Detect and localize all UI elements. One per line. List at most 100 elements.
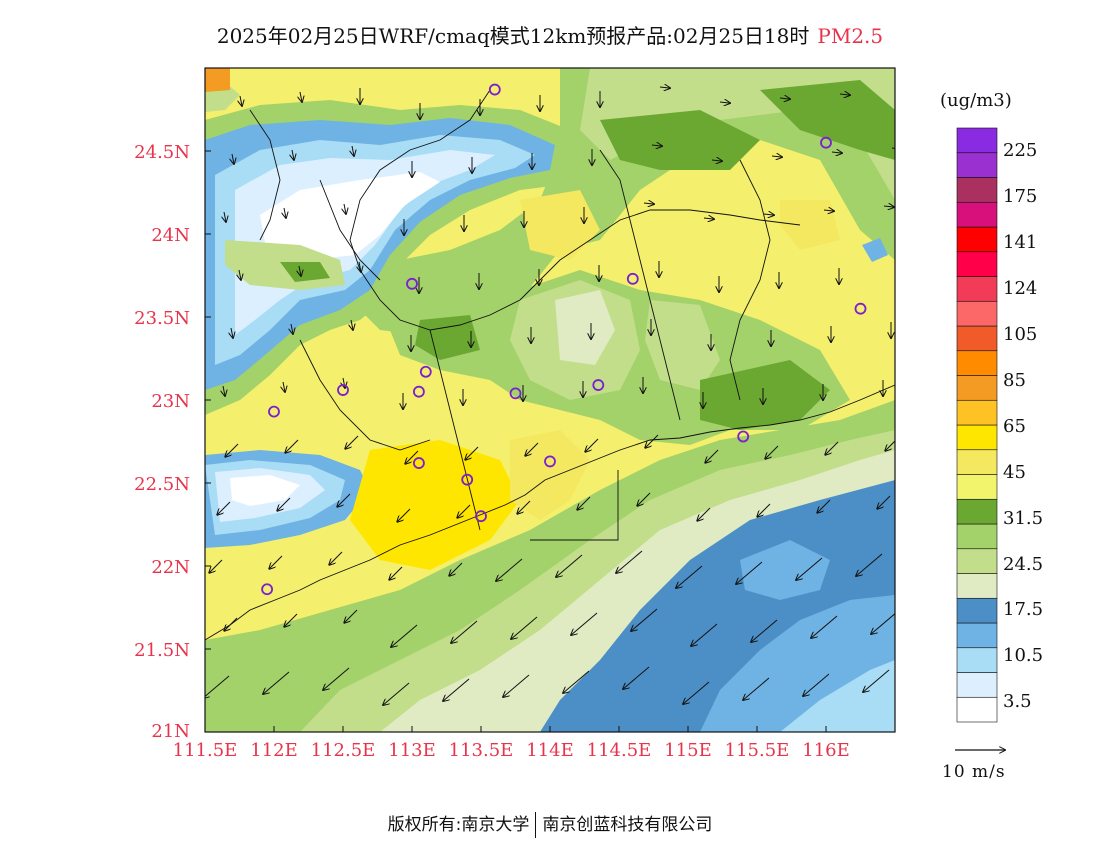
wind-arrow [465,446,479,460]
wind-arrow [743,677,770,700]
wind-arrow [683,681,710,704]
wind-arrow [803,673,830,696]
station-marker [412,385,425,398]
colorbar-swatch [956,498,998,525]
station-marker [737,430,750,443]
wind-arrow [205,675,230,698]
wind-arrow [383,682,410,705]
colorbar-swatch [956,177,998,203]
wind-arrow [292,149,294,160]
station-marker [461,473,474,486]
colorbar-swatch [956,375,998,401]
wind-arrow [771,156,782,157]
station-marker [337,384,349,396]
lat-label-21-5: 21.5N [134,640,190,661]
wind-arrow [231,327,233,338]
colorbar-swatch [956,672,998,698]
colorbar-unit: (ug/m3) [940,90,1012,111]
colorbar-label: 175 [1003,186,1038,207]
wind-arrow [397,508,411,522]
station-marker [406,277,418,290]
chart-title: 2025年02月25日WRF/cmaq模式12km预报产品:02月25日18时 P… [0,20,1100,49]
wind-arrow [284,613,298,627]
colorbar-swatch [956,276,998,302]
wind-arrow [209,559,223,573]
colorbar-label: 124 [1003,278,1038,299]
wind-arrow [224,211,226,222]
lat-label-22: 22N [151,557,190,578]
wind-arrow [323,667,350,690]
copyright-footer: 版权所有:南京大学 南京创蓝科技有限公司 [0,810,1100,838]
lat-label-24-5: 24.5N [134,142,190,163]
colorbar [956,127,998,723]
colorbar-swatch [956,127,998,154]
copyright-left: 版权所有:南京大学 [387,815,530,835]
lon-label-112: 112E [250,740,298,761]
wind-arrow [900,90,910,91]
lon-label-112-5: 112.5E [310,740,376,761]
colorbar-swatch [956,449,998,475]
colorbar-swatch [956,325,998,352]
lon-label-114-5: 114.5E [586,740,652,761]
station-marker [488,83,501,96]
station-marker [412,457,425,469]
wind-arrow [817,499,831,513]
wind-arrow [391,624,418,647]
wind-arrow [863,669,890,692]
wind-vectors [205,87,910,705]
wind-arrow [623,666,650,689]
wind-arrow [525,442,539,456]
station-marker [544,455,556,468]
wind-arrow [577,496,591,510]
wind-arrow [449,562,463,576]
lat-label-22-5: 22.5N [134,474,190,495]
wind-arrow [697,507,711,521]
station-marker [268,405,280,418]
wind-arrow [651,145,662,146]
colorbar-swatch [956,399,998,426]
wind-arrow [337,493,351,507]
colorbar-swatch [956,226,998,253]
wind-arrow [563,670,590,693]
wind-arrow [503,674,530,697]
wind-arrow [616,550,643,573]
wind-arrow [751,619,778,642]
copyright-right: 南京创蓝科技有限公司 [542,815,713,835]
colorbar-swatch [956,474,998,500]
wind-arrow [496,558,523,581]
wind-arrow [343,377,345,388]
wind-arrow [885,440,895,451]
pm25-concentration-field [205,68,895,732]
wind-arrow [299,265,301,276]
lon-label-114: 114E [526,740,574,761]
lon-label-113-5: 113.5E [448,740,514,761]
wind-arrow [291,323,293,334]
station-marker [854,302,867,315]
wind-arrow [457,504,471,518]
wind-arrow [831,152,842,153]
lat-label-21: 21N [151,721,190,742]
lat-label-24: 24N [151,225,190,246]
pollutant-label: PM2.5 [817,24,884,48]
station-marker [626,272,639,285]
wind-arrow [796,557,823,580]
wind-arrow [389,566,403,580]
wind-arrow [765,445,779,459]
wind-arrow [443,678,470,701]
lon-label-115-5: 115.5E [724,740,790,761]
lon-label-111-5: 111.5E [172,740,238,761]
wind-arrow [351,319,353,330]
axis-ticks [204,150,827,733]
wind-arrow [676,565,703,588]
colorbar-swatch [956,647,998,673]
wind-arrow [269,555,283,569]
colorbar-label: 141 [1003,232,1038,253]
colorbar-swatch [956,201,998,228]
colorbar-label: 105 [1003,324,1038,345]
wind-arrow [283,381,285,392]
colorbar-swatch [956,696,998,723]
wind-arrow [736,561,763,584]
station-marker [475,510,487,523]
colorbar-swatch [956,573,998,599]
